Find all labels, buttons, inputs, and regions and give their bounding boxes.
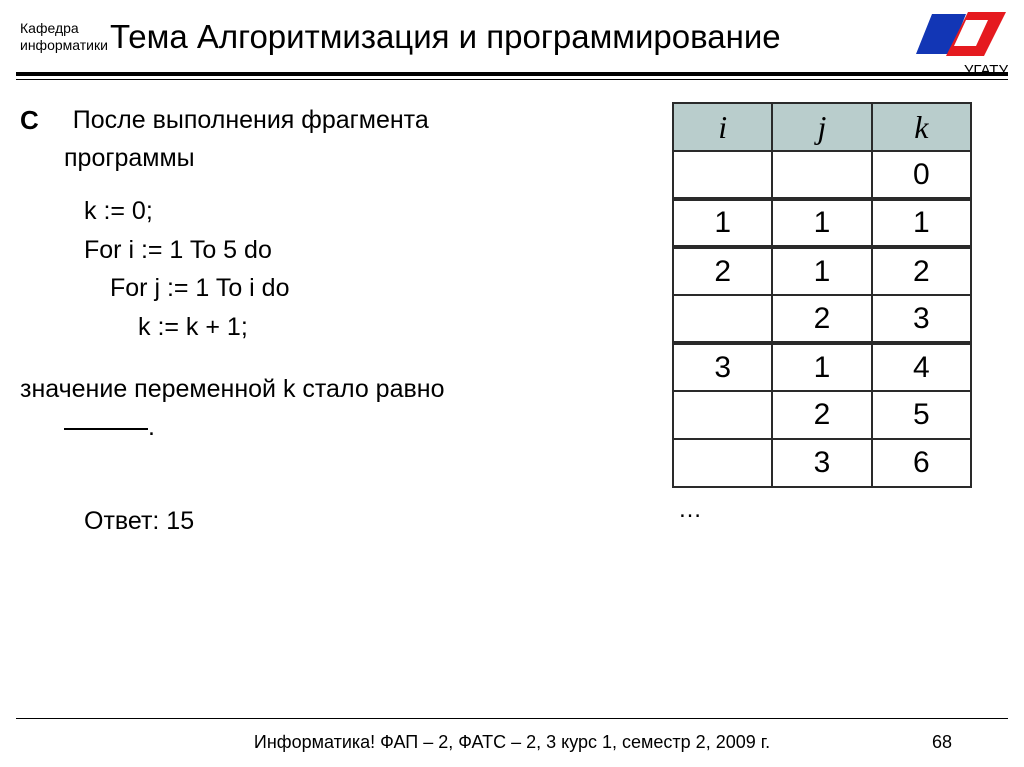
- table-row: 25: [673, 391, 971, 439]
- blank-line-row: .: [20, 409, 654, 445]
- table-cell: 1: [673, 199, 772, 247]
- table-row: 314: [673, 343, 971, 391]
- table-cell: 5: [872, 391, 971, 439]
- problem-lead-sub: программы: [20, 140, 654, 176]
- table-cell: [673, 391, 772, 439]
- table-row: 36: [673, 439, 971, 487]
- footer-text: Информатика! ФАП – 2, ФАТС – 2, 3 курс 1…: [254, 732, 770, 753]
- blank-tail: .: [148, 409, 155, 445]
- problem-lead: С После выполнения фрагмента: [20, 102, 654, 140]
- footer: Информатика! ФАП – 2, ФАТС – 2, 3 курс 1…: [0, 732, 1024, 753]
- table-row: 111: [673, 199, 971, 247]
- code-block: k := 0; For i := 1 To 5 do For j := 1 To…: [20, 192, 654, 347]
- table-cell: 2: [772, 295, 871, 343]
- header: Кафедра информатики Тема Алгоритмизация …: [0, 0, 1024, 56]
- table-cell: 6: [872, 439, 971, 487]
- table-cell: 1: [772, 199, 871, 247]
- logo-icon: [908, 8, 1008, 60]
- trace-table: i j k 0111212233142536: [672, 102, 972, 488]
- table-cell: 0: [872, 151, 971, 199]
- dept-line2: информатики: [20, 37, 108, 53]
- university-logo-block: УГАТУ: [908, 8, 1008, 79]
- content-area: С После выполнения фрагмента программы k…: [0, 80, 1024, 540]
- table-cell: 4: [872, 343, 971, 391]
- dept-line1: Кафедра: [20, 20, 79, 36]
- problem-column: С После выполнения фрагмента программы k…: [20, 102, 654, 540]
- table-cell: 2: [673, 247, 772, 295]
- table-cell: 2: [872, 247, 971, 295]
- page-number: 68: [932, 732, 952, 753]
- header-rule: [16, 72, 1008, 80]
- trace-ellipsis: …: [672, 496, 1004, 524]
- answer-blank: [64, 428, 148, 430]
- code-line-2: For i := 1 To 5 do: [84, 231, 654, 270]
- table-row: 23: [673, 295, 971, 343]
- page-title: Тема Алгоритмизация и программирование: [110, 18, 781, 56]
- problem-marker: С: [20, 102, 39, 140]
- th-j: j: [772, 103, 871, 151]
- table-cell: 2: [772, 391, 871, 439]
- code-line-1: k := 0;: [84, 192, 654, 231]
- table-cell: 3: [872, 295, 971, 343]
- footer-rule: [16, 718, 1008, 719]
- problem-lead-text: После выполнения фрагмента: [73, 102, 429, 138]
- table-cell: 1: [872, 199, 971, 247]
- table-row: 212: [673, 247, 971, 295]
- th-i: i: [673, 103, 772, 151]
- table-row: 0: [673, 151, 971, 199]
- table-cell: [673, 439, 772, 487]
- table-cell: 3: [673, 343, 772, 391]
- table-cell: 3: [772, 439, 871, 487]
- trace-body: 0111212233142536: [673, 151, 971, 487]
- code-line-4: k := k + 1;: [84, 308, 654, 347]
- result-text: значение переменной k стало равно: [20, 371, 654, 407]
- table-cell: [673, 295, 772, 343]
- university-label: УГАТУ: [964, 62, 1008, 79]
- trace-column: i j k 0111212233142536 …: [654, 102, 1004, 540]
- answer-label: Ответ: 15: [20, 503, 654, 539]
- trace-header-row: i j k: [673, 103, 971, 151]
- th-k: k: [872, 103, 971, 151]
- code-line-3: For j := 1 To i do: [84, 269, 654, 308]
- department-label: Кафедра информатики: [0, 20, 110, 54]
- table-cell: 1: [772, 247, 871, 295]
- table-cell: [772, 151, 871, 199]
- table-cell: [673, 151, 772, 199]
- table-cell: 1: [772, 343, 871, 391]
